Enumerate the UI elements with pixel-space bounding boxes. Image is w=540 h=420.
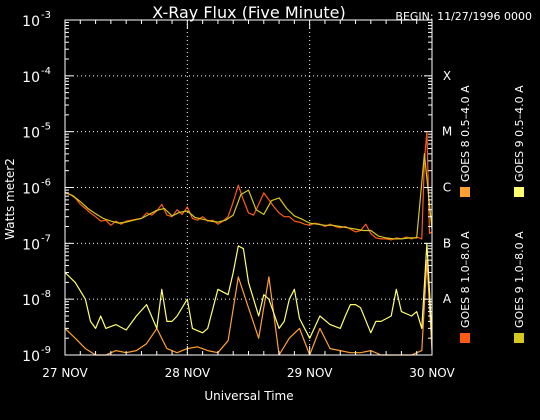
x-tick-label: 30 NOV bbox=[409, 366, 455, 380]
y-tick-label-exponent: -3 bbox=[41, 10, 51, 21]
y-tick-label-base: 10 bbox=[22, 14, 40, 30]
y-tick-label-exponent: -9 bbox=[41, 345, 51, 356]
y-tick-label-exponent: -7 bbox=[41, 233, 51, 244]
legend-label: GOES 8 1.0–8.0 A bbox=[459, 231, 472, 328]
series-line-3 bbox=[64, 153, 433, 240]
legend-label: GOES 8 0.5–4.0 A bbox=[459, 85, 472, 182]
flare-class-label: A bbox=[443, 292, 452, 306]
chart-title: X-Ray Flux (Five Minute) bbox=[152, 3, 345, 22]
x-axis-label: Universal Time bbox=[204, 389, 293, 403]
data-series bbox=[64, 131, 433, 356]
y-tick-label-exponent: -5 bbox=[41, 122, 51, 133]
y-axis-ticks: 10-910-810-710-610-510-410-3 bbox=[22, 10, 432, 365]
legend-swatch bbox=[514, 187, 524, 197]
flare-class-labels: A B C M X bbox=[442, 69, 452, 306]
y-tick-label-base: 10 bbox=[22, 182, 40, 198]
y-tick-label-exponent: -4 bbox=[41, 66, 51, 77]
y-tick-label-base: 10 bbox=[22, 237, 40, 253]
flare-class-label: B bbox=[443, 236, 451, 250]
y-tick-label-base: 10 bbox=[22, 293, 40, 309]
y-tick-label-base: 10 bbox=[22, 126, 40, 142]
y-tick-label-exponent: -8 bbox=[41, 289, 51, 300]
y-axis-label: Watts meter2 bbox=[3, 158, 17, 240]
series-line-1 bbox=[64, 131, 433, 241]
legend-swatch bbox=[460, 187, 470, 197]
plot-frame bbox=[64, 19, 433, 356]
y-tick-label-exponent: -6 bbox=[41, 178, 51, 189]
x-axis-ticks: 27 NOV 28 NOV 29 NOV 30 NOV bbox=[42, 20, 456, 380]
flare-class-label: X bbox=[443, 69, 451, 83]
flare-class-label: M bbox=[442, 125, 452, 139]
legend-swatch bbox=[460, 333, 470, 343]
legend-swatch bbox=[514, 333, 524, 343]
series-line-2 bbox=[64, 259, 433, 356]
x-tick-label: 28 NOV bbox=[165, 366, 211, 380]
legend: GOES 8 1.0–8.0 A GOES 8 0.5–4.0 A GOES 9 1… bbox=[459, 85, 526, 343]
legend-label: GOES 9 0.5–4.0 A bbox=[513, 85, 526, 182]
x-tick-label: 29 NOV bbox=[287, 366, 333, 380]
series-line-4 bbox=[64, 242, 433, 339]
begin-timestamp: BEGIN: 11/27/1996 0000 bbox=[395, 10, 532, 23]
legend-label: GOES 9 1.0–8.0 A bbox=[513, 231, 526, 328]
flare-class-label: C bbox=[443, 181, 451, 195]
y-tick-label-base: 10 bbox=[22, 70, 40, 86]
grid-lines bbox=[65, 20, 432, 355]
y-tick-label-base: 10 bbox=[22, 349, 40, 365]
x-tick-label: 27 NOV bbox=[42, 366, 88, 380]
